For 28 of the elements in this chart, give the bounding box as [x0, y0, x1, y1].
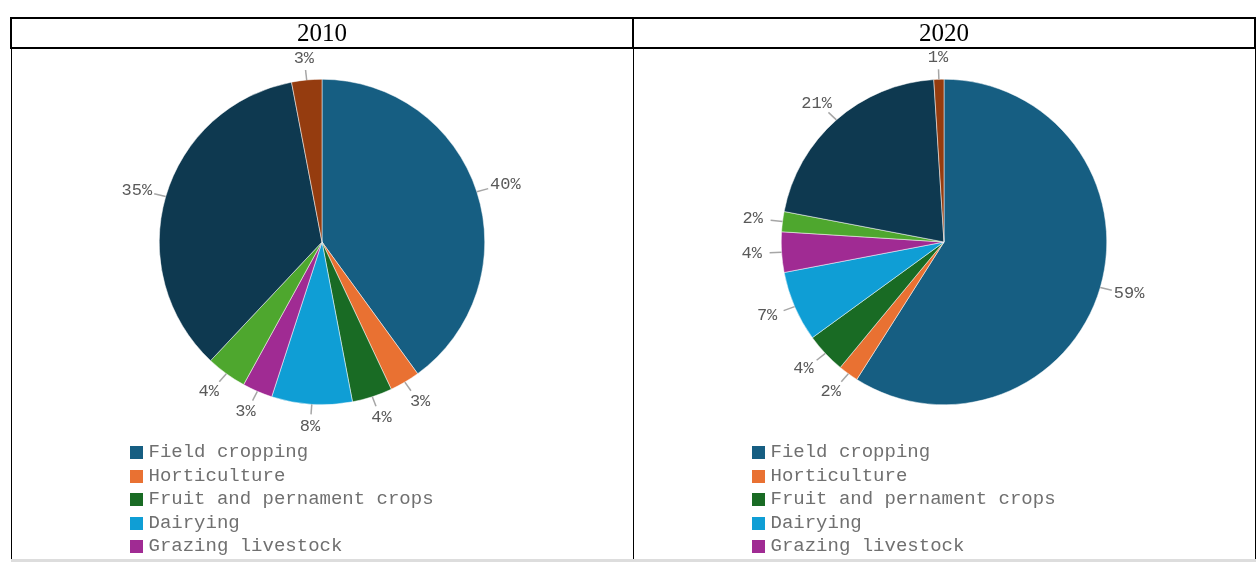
data-label: 4% — [740, 244, 763, 264]
data-label: 7% — [756, 305, 778, 325]
legend-label: Fruit and pernament crops — [148, 488, 434, 512]
legend-label: Field cropping — [148, 441, 309, 465]
data-label: 40% — [489, 175, 521, 195]
data-label: 2% — [820, 381, 842, 401]
legend-label: Fruit and pernament crops — [770, 488, 1056, 512]
legend-label: Dairying — [148, 511, 240, 535]
legend-label: Dairying — [770, 511, 862, 535]
legend-label: Grazing livestock — [148, 535, 343, 559]
data-label: 1% — [927, 47, 949, 67]
data-label: 35% — [121, 180, 153, 200]
legend-label: Horticulture — [770, 464, 908, 488]
data-label: 2% — [742, 209, 764, 229]
legend-label: Grazing livestock — [770, 535, 965, 559]
data-label: 4% — [792, 358, 814, 378]
data-label: 4% — [370, 408, 393, 428]
legend-label: Horticulture — [148, 464, 286, 488]
data-label: 4% — [198, 381, 220, 401]
chart-title: 2010 — [11, 18, 633, 48]
chart-title: 2020 — [633, 18, 1255, 48]
data-label: 8% — [299, 416, 321, 436]
legend-label: Field cropping — [770, 441, 931, 465]
data-label: 21% — [800, 93, 833, 113]
data-label: 3% — [409, 391, 431, 411]
data-label: 59% — [1113, 284, 1145, 304]
data-label: 3% — [234, 402, 256, 422]
data-label: 3% — [293, 48, 315, 68]
